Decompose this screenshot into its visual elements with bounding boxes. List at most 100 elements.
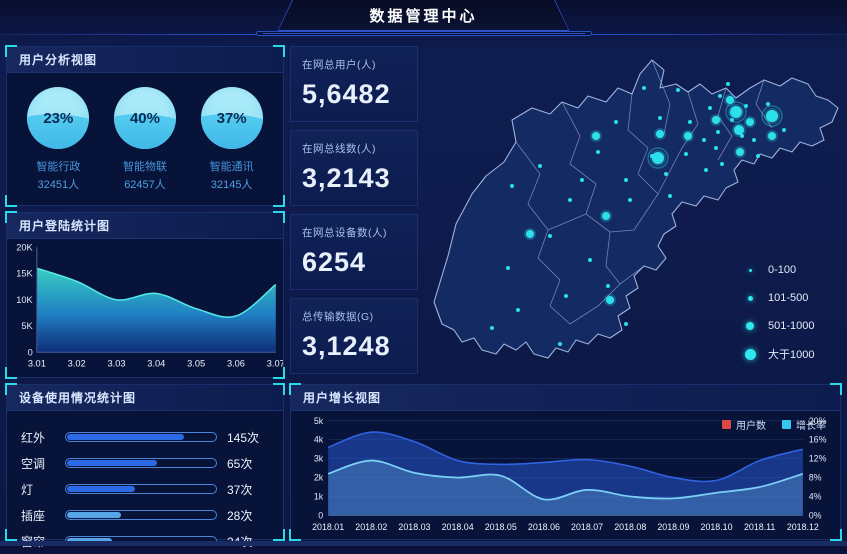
legend-item: 大于1000 [744, 340, 815, 368]
svg-text:2018.06: 2018.06 [528, 522, 560, 532]
legend-dot-medium-icon [748, 295, 753, 301]
panel-user-growth-title: 用户增长视图 [291, 385, 840, 411]
gauge-percent: 37% [216, 109, 247, 127]
kpi-label: 在网总设备数(人) [302, 227, 387, 239]
legend-dot-xlarge-icon [745, 348, 756, 360]
svg-text:16%: 16% [809, 435, 827, 445]
legend-label: 用户数 [736, 421, 766, 432]
svg-text:3.04: 3.04 [147, 359, 165, 369]
device-bars: 红外 145次 空调 65次 灯 37次 插座 28次 窗帘 24次 [7, 411, 283, 554]
bar-label: 空调 [21, 456, 46, 471]
legend-label: 增长率 [796, 421, 826, 432]
svg-text:2018.03: 2018.03 [398, 522, 430, 532]
kpi-value: 6254 [302, 247, 367, 277]
legend-item: 101-500 [744, 284, 815, 312]
legend-item: 501-1000 [744, 312, 815, 340]
legend-label: 大于1000 [768, 349, 815, 361]
bar-label: 灯 [21, 482, 34, 497]
liquid-gauge: 37% [200, 87, 263, 149]
gauge-admin: 23% 智能行政 32451人 [22, 87, 94, 192]
header-title-frame: 数据管理中心 [277, 0, 570, 31]
kpi-label: 在网总线数(人) [302, 143, 376, 155]
kpi-total-lines: 在网总线数(人) 3,2143 [290, 130, 418, 206]
legend-dot-small-icon [749, 268, 752, 272]
svg-text:3.02: 3.02 [68, 359, 86, 369]
bar-value: 145次 [227, 430, 260, 445]
svg-text:2018.08: 2018.08 [614, 522, 646, 532]
legend-dot-large-icon [746, 322, 754, 330]
gauge-comms: 37% 智能通讯 32145人 [196, 87, 268, 192]
svg-text:8%: 8% [809, 473, 822, 483]
kpi-total-users: 在网总用户(人) 5,6482 [290, 46, 418, 122]
bar-track [65, 432, 217, 442]
header-title-underline [255, 31, 592, 36]
kpi-label: 在网总用户(人) [302, 59, 376, 71]
gauge-iot: 40% 智能物联 62457人 [109, 87, 181, 192]
svg-text:15K: 15K [16, 269, 33, 279]
panel-login-stats-title: 用户登陆统计图 [7, 213, 283, 239]
map-svg [433, 59, 839, 359]
svg-text:2k: 2k [314, 473, 324, 483]
gauge-percent: 40% [129, 109, 160, 127]
svg-text:4k: 4k [314, 435, 324, 445]
growth-chart-legend: 用户数 增长率 [706, 417, 826, 432]
bar-track [65, 510, 217, 520]
svg-text:5K: 5K [21, 321, 33, 331]
svg-text:3k: 3k [314, 454, 324, 464]
legend-label: 101-500 [768, 292, 809, 304]
kpi-value: 3,2143 [302, 163, 391, 193]
svg-text:2018.04: 2018.04 [442, 522, 474, 532]
gauge-count: 32451人 [37, 179, 80, 191]
kpi-label: 总传输数据(G) [302, 311, 374, 323]
device-usage-row: 红外 145次 [21, 424, 269, 450]
top-header-bar: 数据管理中心 [0, 0, 847, 37]
gauge-count: 62457人 [124, 179, 166, 191]
page-title: 数据管理中心 [369, 7, 478, 25]
svg-text:3.06: 3.06 [227, 359, 245, 369]
svg-text:3.07: 3.07 [267, 359, 283, 369]
gauge-percent: 23% [43, 109, 74, 127]
svg-text:2018.07: 2018.07 [571, 522, 603, 532]
svg-text:0: 0 [28, 347, 33, 357]
svg-text:10K: 10K [16, 295, 33, 305]
svg-text:3.03: 3.03 [107, 359, 125, 369]
panel-user-growth: 用户增长视图 用户数 增长率 0 0% 1k 4% 2k 8% 3k 12% 4k 16% 5k 20… [289, 383, 842, 541]
gauge-count: 32145人 [210, 179, 253, 191]
svg-text:20%: 20% [809, 416, 827, 426]
growth-area-chart: 0 0% 1k 4% 2k 8% 3k 12% 4k 16% 5k 20% 2018.01 2018.02… [312, 416, 827, 532]
legend-label: 0-100 [768, 264, 797, 276]
legend-item-growth-rate[interactable]: 增长率 [782, 417, 826, 432]
legend-item: 0-100 [744, 256, 815, 284]
bar-track [65, 458, 217, 468]
legend-label: 501-1000 [768, 320, 815, 332]
svg-text:2018.11: 2018.11 [744, 522, 775, 532]
bottom-accent-strip [0, 541, 847, 546]
legend-swatch-cyan-icon [782, 420, 791, 429]
svg-text:0: 0 [318, 510, 323, 520]
bar-track [65, 484, 217, 494]
device-usage-row: 灯 37次 [21, 476, 269, 502]
panel-login-stats: 用户登陆统计图 0 5K 10K 15K 20K 3.01 3.02 3.03 3.04 3.05… [5, 211, 285, 379]
svg-text:2018.01: 2018.01 [312, 522, 344, 532]
gauge-label: 智能行政 [36, 161, 81, 173]
device-usage-row: 空调 65次 [21, 450, 269, 476]
bar-value: 65次 [227, 456, 253, 471]
svg-text:4%: 4% [809, 491, 822, 501]
bar-label: 插座 [21, 508, 46, 523]
svg-text:20K: 20K [16, 242, 33, 252]
svg-text:2018.05: 2018.05 [485, 522, 517, 532]
svg-text:2018.02: 2018.02 [355, 522, 387, 532]
panel-device-usage: 设备使用情况统计图 红外 145次 空调 65次 灯 37次 插座 28次 窗帘… [5, 383, 285, 549]
gauge-row: 23% 智能行政 32451人 40% 智能物联 62457人 37% 智能通讯… [7, 73, 283, 192]
legend-item-users[interactable]: 用户数 [722, 417, 766, 432]
kpi-value: 5,6482 [302, 79, 391, 109]
svg-text:3.01: 3.01 [28, 359, 46, 369]
kpi-total-devices: 在网总设备数(人) 6254 [290, 214, 418, 290]
bar-value: 28次 [227, 508, 253, 523]
kpi-total-data: 总传输数据(G) 3,1248 [290, 298, 418, 374]
gauge-label: 智能通讯 [209, 161, 254, 173]
svg-text:12%: 12% [809, 454, 827, 464]
svg-text:3.05: 3.05 [187, 359, 205, 369]
liquid-gauge: 40% [113, 87, 176, 149]
bar-label: 红外 [21, 430, 46, 445]
